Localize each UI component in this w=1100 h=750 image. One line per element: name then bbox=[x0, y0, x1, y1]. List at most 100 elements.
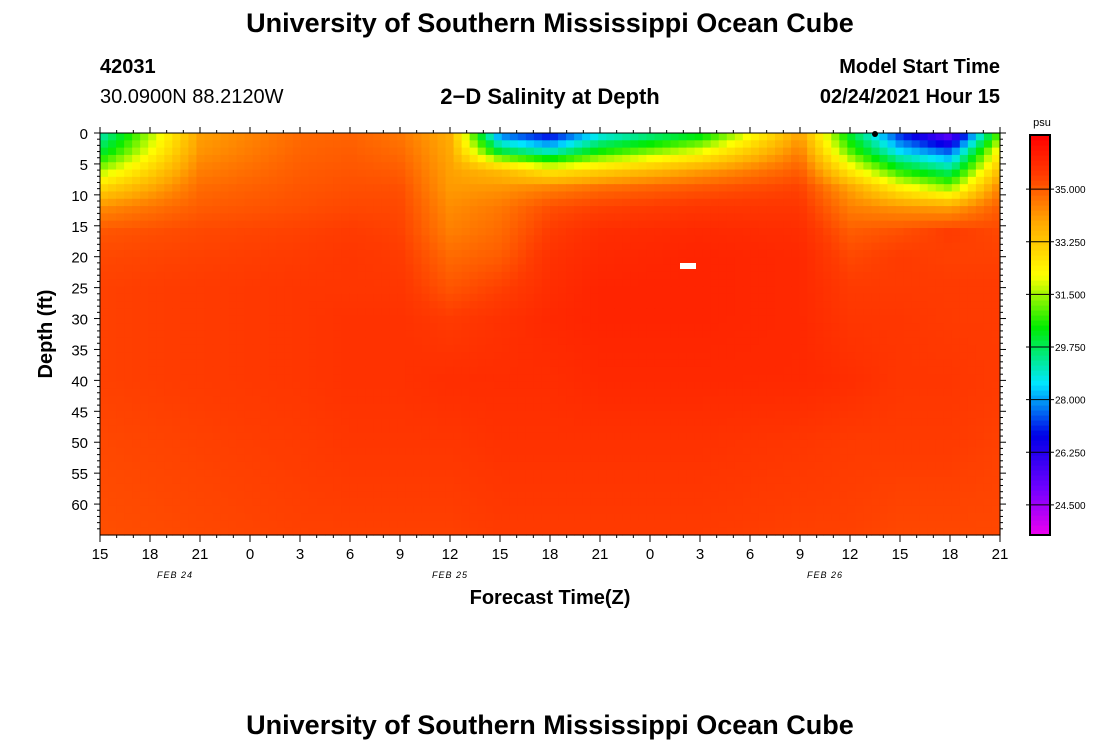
heatmap-cell bbox=[357, 454, 366, 463]
heatmap-cell bbox=[196, 213, 206, 222]
heatmap-cell bbox=[903, 154, 913, 163]
heatmap-cell bbox=[108, 403, 117, 412]
heatmap-cell bbox=[228, 308, 238, 317]
heatmap-cell bbox=[855, 162, 864, 171]
heatmap-cell bbox=[726, 220, 736, 229]
heatmap-cell bbox=[678, 220, 688, 229]
heatmap-cell bbox=[453, 264, 463, 273]
heatmap-cell bbox=[172, 344, 181, 353]
heatmap-cell bbox=[887, 381, 897, 390]
heatmap-cell bbox=[991, 337, 1001, 346]
heatmap-cell bbox=[236, 154, 246, 163]
heatmap-cell bbox=[694, 154, 704, 163]
heatmap-cell bbox=[895, 147, 905, 156]
heatmap-cell bbox=[357, 344, 366, 353]
heatmap-cell bbox=[959, 249, 969, 258]
heatmap-cell bbox=[654, 206, 664, 214]
heatmap-cell bbox=[887, 323, 897, 331]
heatmap-cell bbox=[911, 235, 921, 244]
heatmap-cell bbox=[646, 315, 656, 324]
heatmap-cell bbox=[212, 323, 222, 331]
heatmap-cell bbox=[598, 264, 607, 273]
heatmap-cell bbox=[983, 439, 993, 448]
heatmap-cell bbox=[815, 147, 824, 156]
heatmap-cell bbox=[590, 432, 599, 441]
heatmap-cell bbox=[477, 330, 487, 339]
heatmap-cell bbox=[807, 198, 816, 207]
heatmap-cell bbox=[622, 447, 631, 456]
heatmap-cell bbox=[525, 352, 535, 361]
heatmap-cell bbox=[172, 198, 181, 207]
heatmap-cell bbox=[365, 293, 374, 302]
heatmap-cell bbox=[887, 366, 897, 375]
heatmap-cell bbox=[413, 154, 423, 163]
heatmap-cell bbox=[413, 374, 423, 383]
heatmap-cell bbox=[276, 257, 286, 266]
heatmap-cell bbox=[967, 432, 977, 441]
heatmap-cell bbox=[791, 257, 800, 266]
heatmap-cell bbox=[670, 286, 680, 295]
heatmap-cell bbox=[863, 308, 873, 317]
heatmap-cell bbox=[212, 308, 222, 317]
heatmap-cell bbox=[196, 454, 206, 463]
heatmap-cell bbox=[887, 432, 897, 441]
heatmap-cell bbox=[558, 301, 567, 310]
heatmap-cell bbox=[887, 169, 897, 178]
heatmap-cell bbox=[116, 286, 125, 295]
heatmap-cell bbox=[172, 264, 181, 273]
heatmap-cell bbox=[413, 133, 423, 141]
heatmap-cell bbox=[517, 162, 527, 171]
heatmap-cell bbox=[517, 403, 527, 412]
heatmap-cell bbox=[381, 140, 390, 149]
heatmap-cell bbox=[831, 359, 840, 368]
heatmap-cell bbox=[244, 337, 254, 346]
heatmap-cell bbox=[783, 381, 792, 390]
heatmap-cell bbox=[228, 425, 238, 434]
heatmap-cell bbox=[983, 257, 993, 266]
heatmap-cell bbox=[180, 264, 189, 273]
heatmap-cell bbox=[718, 381, 728, 390]
heatmap-cell bbox=[421, 184, 431, 193]
heatmap-cell bbox=[590, 454, 599, 463]
heatmap-cell bbox=[566, 366, 575, 375]
heatmap-cell bbox=[429, 454, 439, 463]
heatmap-cell bbox=[268, 425, 278, 434]
heatmap-cell bbox=[517, 228, 527, 236]
heatmap-cell bbox=[501, 264, 511, 273]
heatmap-cell bbox=[791, 176, 800, 185]
heatmap-cell bbox=[831, 315, 840, 324]
heatmap-cell bbox=[413, 271, 423, 280]
heatmap-cell bbox=[879, 388, 889, 397]
heatmap-cell bbox=[630, 257, 639, 266]
heatmap-cell bbox=[405, 418, 414, 426]
heatmap-cell bbox=[477, 374, 487, 383]
heatmap-cell bbox=[389, 235, 398, 244]
heatmap-cell bbox=[574, 330, 583, 339]
heatmap-cell bbox=[630, 410, 639, 419]
heatmap-cell bbox=[799, 410, 808, 419]
heatmap-cell bbox=[686, 206, 696, 214]
heatmap-cell bbox=[967, 330, 977, 339]
heatmap-cell bbox=[333, 454, 342, 463]
heatmap-cell bbox=[180, 301, 189, 310]
heatmap-cell bbox=[204, 206, 214, 214]
heatmap-cell bbox=[108, 235, 117, 244]
heatmap-cell bbox=[284, 344, 294, 353]
heatmap-cell bbox=[895, 315, 905, 324]
heatmap-cell bbox=[357, 140, 366, 149]
heatmap-cell bbox=[212, 228, 222, 236]
heatmap-cell bbox=[758, 352, 768, 361]
page-title: University of Southern Mississippi Ocean… bbox=[246, 8, 854, 38]
heatmap-cell bbox=[188, 396, 198, 405]
heatmap-cell bbox=[718, 147, 728, 156]
heatmap-cell bbox=[927, 271, 937, 280]
heatmap-cell bbox=[268, 133, 278, 141]
heatmap-cell bbox=[100, 410, 109, 419]
heatmap-cell bbox=[823, 344, 832, 353]
heatmap-cell bbox=[477, 249, 487, 258]
heatmap-cell bbox=[662, 140, 672, 149]
heatmap-cell bbox=[485, 213, 495, 222]
heatmap-cell bbox=[252, 279, 262, 288]
heatmap-cell bbox=[975, 315, 985, 324]
heatmap-cell bbox=[236, 396, 246, 405]
